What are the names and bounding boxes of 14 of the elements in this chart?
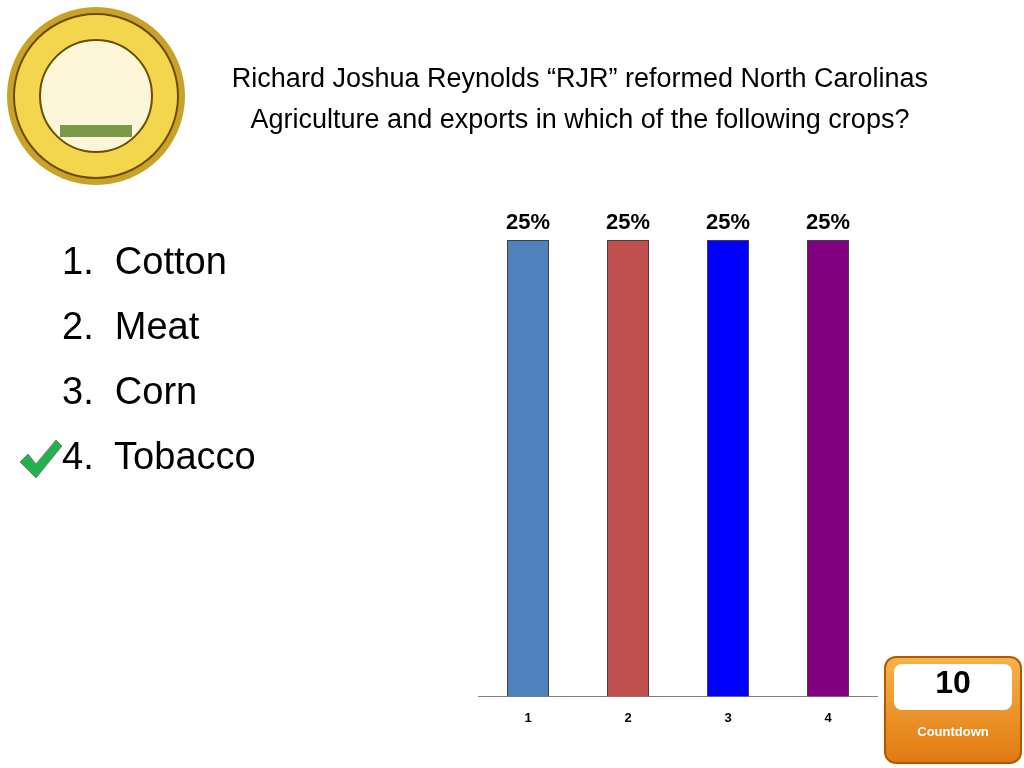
data-label: 25% xyxy=(705,209,751,235)
x-tick-label: 2 xyxy=(624,709,632,725)
data-label: 25% xyxy=(805,209,851,235)
text: 1. Cotton xyxy=(62,240,227,283)
data-label: 25% xyxy=(605,209,651,235)
x-tick-label: 4 xyxy=(824,709,833,725)
text: 3. Corn xyxy=(62,370,198,413)
x-tick-label: 3 xyxy=(724,709,732,725)
timer-panel: 10 Countdown xyxy=(884,656,1022,764)
text: 2. Meat xyxy=(62,305,200,348)
text: 4. Tobacco xyxy=(62,435,256,478)
chart-title: Richard Joshua Reynolds “RJR” reformed North Carolinas Agriculture and exports in which of the following crops? xyxy=(230,62,930,136)
data-label: 25% xyxy=(505,209,551,235)
x-tick-label: 1 xyxy=(524,709,532,725)
